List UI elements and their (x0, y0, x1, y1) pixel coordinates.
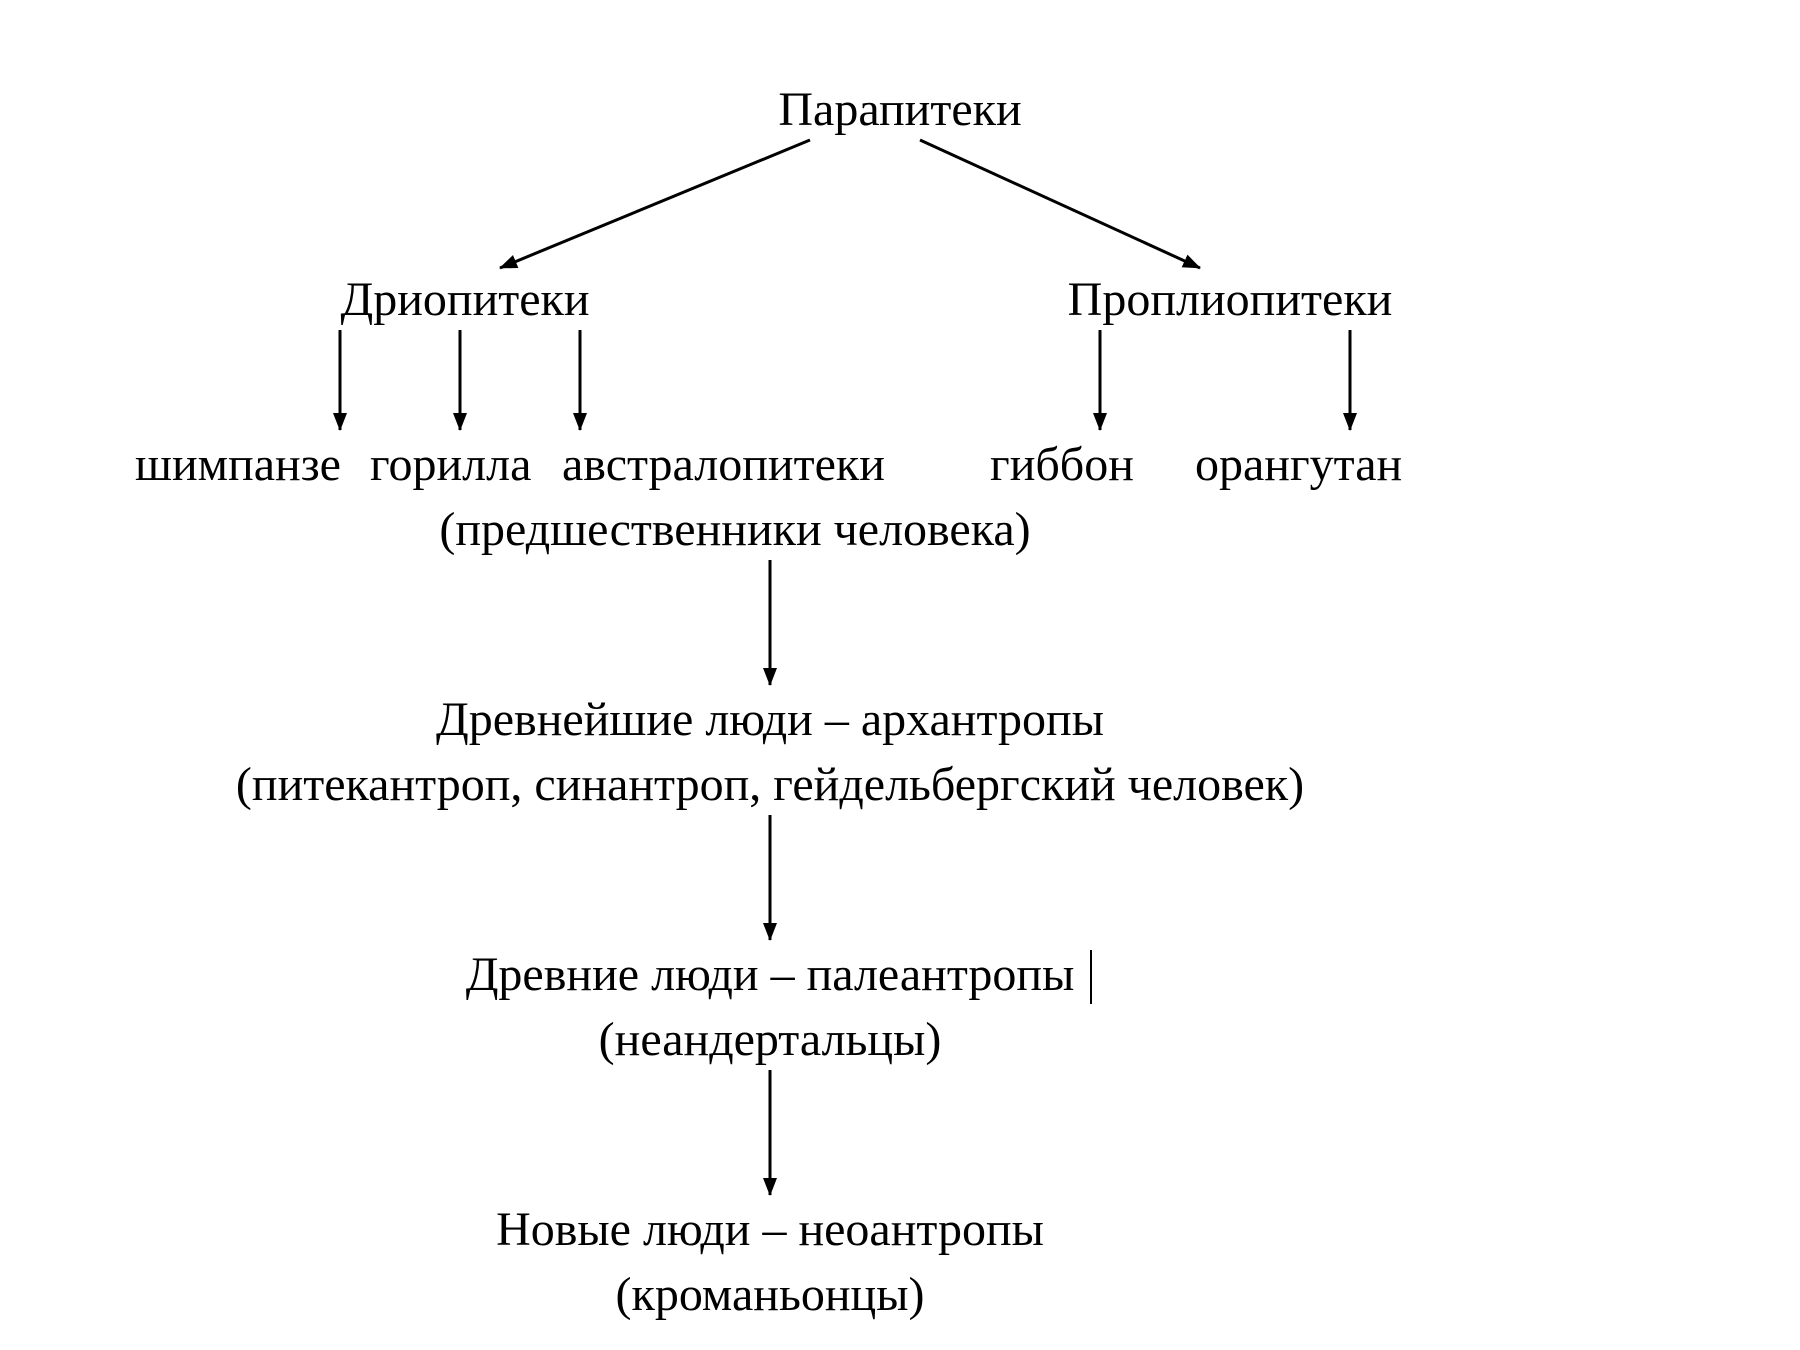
node-arhantropy1: Древнейшие люди – архантропы (436, 694, 1104, 747)
edges-layer (0, 0, 1800, 1350)
evolution-diagram: Парапитеки Дриопитеки Проплиопитеки шимпанз… (0, 0, 1800, 1350)
node-orangutan: орангутан (1195, 439, 1402, 492)
node-predecessors: (предшественники человека) (439, 504, 1030, 557)
node-shimpanze: шимпанзе (135, 439, 341, 492)
edge-parapiteki-to-propliopiteki (920, 140, 1200, 268)
node-driopiteki: Дриопитеки (340, 274, 589, 327)
edge-parapiteki-to-driopiteki (500, 140, 810, 268)
node-neoantropy1: Новые люди – неоантропы (496, 1204, 1044, 1257)
node-gorilla: горилла (370, 439, 531, 492)
node-parapiteki: Парапитеки (778, 84, 1021, 137)
node-avstralopiteki: австралопитеки (562, 439, 885, 492)
node-propliopiteki: Проплиопитеки (1068, 274, 1393, 327)
node-paleantropy1: Древние люди – палеантропы (466, 949, 1075, 1002)
node-gibbon: гиббон (990, 439, 1134, 492)
node-arhantropy2: (питекантроп, синантроп, гейдельбергский… (236, 759, 1304, 812)
text-cursor (1090, 950, 1092, 1004)
node-neoantropy2: (кроманьонцы) (616, 1269, 925, 1322)
node-paleantropy2: (неандертальцы) (599, 1014, 942, 1067)
